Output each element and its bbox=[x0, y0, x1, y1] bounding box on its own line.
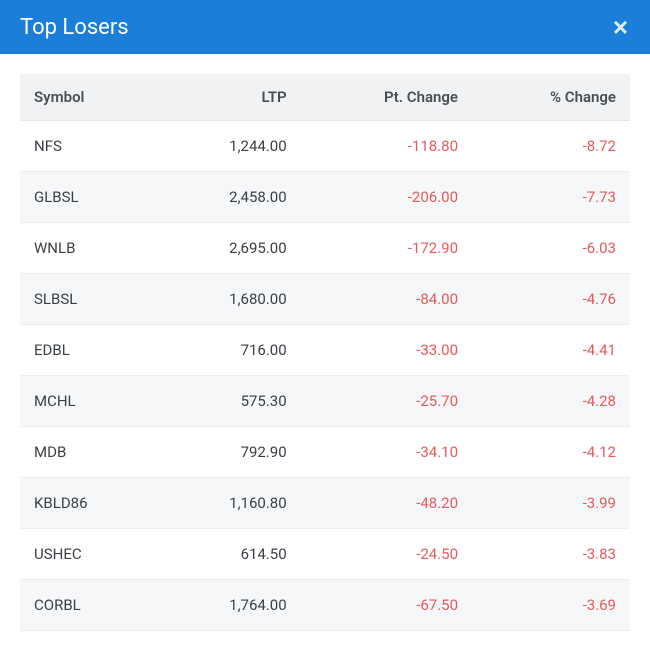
cell-ltp: 792.90 bbox=[157, 427, 301, 478]
cell-ltp: 1,244.00 bbox=[157, 121, 301, 172]
cell-pt-change: -33.00 bbox=[301, 325, 472, 376]
top-losers-panel: Top Losers × Symbol LTP Pt. Change % Cha… bbox=[0, 0, 650, 639]
cell-ltp: 575.30 bbox=[157, 376, 301, 427]
cell-ltp: 1,160.80 bbox=[157, 478, 301, 529]
table-row[interactable]: NFS 1,244.00 -118.80 -8.72 bbox=[20, 121, 630, 172]
table-row[interactable]: MCHL 575.30 -25.70 -4.28 bbox=[20, 376, 630, 427]
cell-pct-change: -6.03 bbox=[472, 223, 630, 274]
cell-ltp: 2,458.00 bbox=[157, 172, 301, 223]
cell-symbol: GLBSL bbox=[20, 172, 157, 223]
cell-symbol: USHEC bbox=[20, 529, 157, 580]
cell-pt-change: -25.70 bbox=[301, 376, 472, 427]
close-icon[interactable]: × bbox=[611, 14, 630, 40]
cell-pct-change: -4.76 bbox=[472, 274, 630, 325]
cell-ltp: 2,695.00 bbox=[157, 223, 301, 274]
table-header-row: Symbol LTP Pt. Change % Change bbox=[20, 74, 630, 121]
cell-pt-change: -84.00 bbox=[301, 274, 472, 325]
cell-pct-change: -4.12 bbox=[472, 427, 630, 478]
cell-ltp: 1,680.00 bbox=[157, 274, 301, 325]
cell-symbol: NFS bbox=[20, 121, 157, 172]
cell-pct-change: -4.28 bbox=[472, 376, 630, 427]
cell-symbol: WNLB bbox=[20, 223, 157, 274]
cell-symbol: MDB bbox=[20, 427, 157, 478]
cell-symbol: CORBL bbox=[20, 580, 157, 631]
cell-pct-change: -7.73 bbox=[472, 172, 630, 223]
table-body: NFS 1,244.00 -118.80 -8.72 GLBSL 2,458.0… bbox=[20, 121, 630, 631]
cell-pt-change: -24.50 bbox=[301, 529, 472, 580]
table-wrap: Symbol LTP Pt. Change % Change NFS 1,244… bbox=[0, 54, 650, 639]
panel-title: Top Losers bbox=[20, 15, 129, 40]
table-row[interactable]: KBLD86 1,160.80 -48.20 -3.99 bbox=[20, 478, 630, 529]
table-row[interactable]: USHEC 614.50 -24.50 -3.83 bbox=[20, 529, 630, 580]
cell-ltp: 614.50 bbox=[157, 529, 301, 580]
cell-pt-change: -34.10 bbox=[301, 427, 472, 478]
table-row[interactable]: EDBL 716.00 -33.00 -4.41 bbox=[20, 325, 630, 376]
cell-pct-change: -8.72 bbox=[472, 121, 630, 172]
cell-ltp: 716.00 bbox=[157, 325, 301, 376]
col-symbol[interactable]: Symbol bbox=[20, 74, 157, 121]
cell-symbol: SLBSL bbox=[20, 274, 157, 325]
table-row[interactable]: MDB 792.90 -34.10 -4.12 bbox=[20, 427, 630, 478]
cell-symbol: KBLD86 bbox=[20, 478, 157, 529]
table-row[interactable]: SLBSL 1,680.00 -84.00 -4.76 bbox=[20, 274, 630, 325]
table-row[interactable]: WNLB 2,695.00 -172.90 -6.03 bbox=[20, 223, 630, 274]
cell-ltp: 1,764.00 bbox=[157, 580, 301, 631]
col-pct-change[interactable]: % Change bbox=[472, 74, 630, 121]
cell-pt-change: -172.90 bbox=[301, 223, 472, 274]
panel-header: Top Losers × bbox=[0, 0, 650, 54]
col-ltp[interactable]: LTP bbox=[157, 74, 301, 121]
table-row[interactable]: GLBSL 2,458.00 -206.00 -7.73 bbox=[20, 172, 630, 223]
cell-symbol: EDBL bbox=[20, 325, 157, 376]
cell-pt-change: -67.50 bbox=[301, 580, 472, 631]
cell-pt-change: -48.20 bbox=[301, 478, 472, 529]
cell-pt-change: -118.80 bbox=[301, 121, 472, 172]
cell-pct-change: -4.41 bbox=[472, 325, 630, 376]
col-pt-change[interactable]: Pt. Change bbox=[301, 74, 472, 121]
table-row[interactable]: CORBL 1,764.00 -67.50 -3.69 bbox=[20, 580, 630, 631]
losers-table: Symbol LTP Pt. Change % Change NFS 1,244… bbox=[20, 74, 630, 631]
cell-pct-change: -3.83 bbox=[472, 529, 630, 580]
cell-pt-change: -206.00 bbox=[301, 172, 472, 223]
cell-pct-change: -3.69 bbox=[472, 580, 630, 631]
cell-pct-change: -3.99 bbox=[472, 478, 630, 529]
cell-symbol: MCHL bbox=[20, 376, 157, 427]
